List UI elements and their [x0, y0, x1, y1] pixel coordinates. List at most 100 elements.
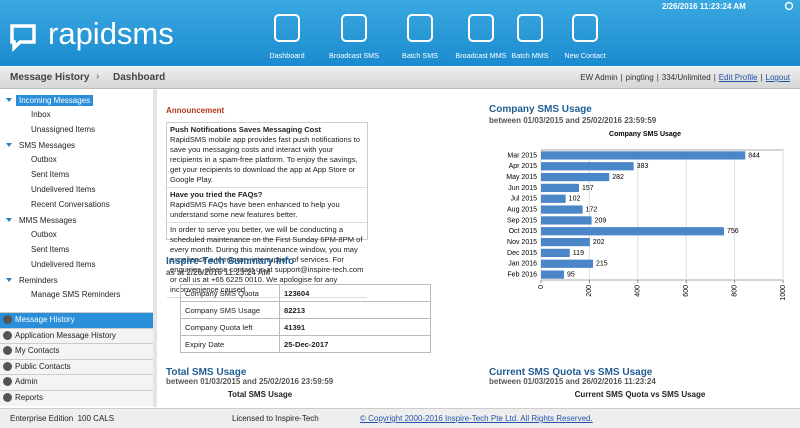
x-tick-label: 1000 — [780, 285, 787, 301]
tree-leaf[interactable]: Sent Items — [31, 170, 70, 179]
nav-item[interactable]: Batch SMS — [402, 51, 438, 60]
nav-item[interactable]: Broadcast MMS — [455, 51, 507, 60]
nav-icon[interactable] — [407, 14, 433, 42]
datetime: 2/26/2016 11:23:24 AM — [662, 2, 746, 11]
table-cell: 41391 — [279, 318, 431, 336]
x-tick-label: 600 — [683, 285, 690, 297]
panel-icon — [3, 392, 12, 402]
tree-node[interactable]: Incoming Messages — [16, 95, 94, 106]
announcement-item: Push Notifications Saves Messaging Cost R… — [167, 123, 367, 188]
table-row: Company Quota left 41391 — [180, 318, 431, 336]
nav-icon[interactable] — [517, 14, 543, 42]
nav-item[interactable]: Broadcast SMS — [329, 51, 379, 60]
tree-leaf[interactable]: Sent Items — [31, 245, 70, 254]
announcement-heading: Have you tried the FAQs? — [170, 190, 263, 199]
bar — [541, 227, 724, 236]
nav-item[interactable]: Dashboard — [269, 51, 305, 60]
panel-label[interactable]: Reports — [15, 392, 44, 402]
panel-header[interactable] — [0, 343, 153, 359]
license: Licensed to Inspire-Tech — [232, 414, 319, 423]
y-tick-label: Jul 2015 — [511, 196, 538, 203]
section-subtitle: between 01/03/2015 and 26/02/2016 11:23:… — [489, 377, 656, 386]
y-tick-label: Jun 2015 — [508, 185, 537, 192]
panel-header[interactable] — [0, 374, 153, 390]
table-cell: 25-Dec-2017 — [279, 335, 431, 353]
table-row: Expiry Date 25-Dec-2017 — [180, 335, 431, 353]
separator: | — [620, 73, 623, 82]
data-label: 844 — [748, 152, 760, 159]
chart-title: Company SMS Usage — [609, 131, 681, 138]
y-tick-label: May 2015 — [506, 174, 537, 181]
x-tick-label: 800 — [731, 285, 738, 297]
separator: › — [96, 71, 100, 82]
tree-node[interactable]: MMS Messages — [19, 216, 77, 225]
panel-header[interactable] — [0, 358, 153, 375]
data-label: 282 — [612, 174, 624, 181]
table-cell: 82213 — [279, 301, 431, 319]
tree-node[interactable]: SMS Messages — [19, 141, 76, 150]
link[interactable]: Edit Profile — [718, 73, 758, 82]
tree-toggle — [6, 218, 12, 222]
bar — [541, 183, 579, 193]
nav-item[interactable]: New Contact — [564, 51, 606, 60]
bar — [541, 270, 564, 279]
bar — [541, 259, 594, 268]
summary-table: Company SMS Quota 123604 Company SMS Usage… — [180, 284, 431, 353]
tree-leaf[interactable]: Undelivered Items — [31, 260, 96, 269]
data-label: 215 — [596, 261, 608, 268]
tree-leaf[interactable]: Recent Conversations — [31, 200, 110, 209]
logo: rapidsms — [48, 16, 174, 51]
announcement-item: Have you tried the FAQs? RapidSMS FAQs ha… — [167, 188, 367, 223]
nav-icon[interactable] — [468, 14, 494, 42]
panel-label[interactable]: Public Contacts — [15, 361, 71, 371]
tree-toggle — [6, 278, 12, 282]
tree-leaf[interactable]: Manage SMS Reminders — [31, 290, 121, 299]
usage-subtitle: between 01/03/2015 and 25/02/2016 23:59:… — [489, 116, 657, 125]
nav-item[interactable]: Batch MMS — [511, 51, 549, 60]
tree-leaf[interactable]: Inbox — [31, 110, 51, 119]
y-tick-label: Mar 2015 — [507, 152, 537, 159]
separator: | — [713, 73, 716, 82]
panel-icon — [3, 346, 12, 355]
y-tick-label: Aug 2015 — [507, 206, 537, 213]
copyright[interactable]: © Copyright 2000-2016 Inspire-Tech Pte L… — [360, 414, 593, 423]
tree-leaf[interactable]: Outbox — [31, 155, 57, 164]
usage-title: Company SMS Usage — [489, 104, 592, 115]
panel-header[interactable] — [0, 327, 153, 344]
tree-leaf[interactable]: Unassigned Items — [31, 125, 96, 134]
section-subtitle: between 01/03/2015 and 25/02/2016 23:59:… — [166, 377, 334, 386]
summary-subtitle: as at 2/26/2016 11:23:24 AM — [166, 268, 271, 277]
tree-leaf[interactable]: Undelivered Items — [31, 185, 96, 194]
panel-label[interactable]: Application Message History — [15, 330, 116, 340]
separator: | — [656, 73, 659, 82]
edition: Enterprise Edition 100 CALS — [10, 414, 115, 423]
nav-icon[interactable] — [572, 14, 598, 42]
section-title: Total SMS Usage — [166, 367, 247, 378]
bar — [541, 205, 583, 214]
user-field: pingting — [625, 73, 654, 82]
refresh-icon[interactable] — [784, 1, 794, 11]
breadcrumb[interactable]: Message History — [10, 72, 90, 83]
tree-toggle — [6, 98, 12, 102]
link[interactable]: Logout — [765, 73, 790, 82]
table-cell: 123604 — [279, 284, 431, 302]
splitter[interactable] — [153, 89, 157, 407]
y-tick-label: Nov 2015 — [507, 239, 537, 246]
panel-label[interactable]: Message History — [15, 315, 75, 324]
bar-chart: Company SMS Usage 0 200 400 600 800 1000 Mar 2… — [506, 131, 787, 301]
tree-leaf[interactable]: Outbox — [31, 230, 57, 239]
x-tick-label: 0 — [538, 285, 545, 289]
panel-header[interactable] — [0, 389, 153, 406]
nav-icon[interactable] — [274, 14, 300, 42]
bar — [541, 162, 634, 171]
table-cell: Company SMS Usage — [180, 301, 280, 319]
panel-label[interactable]: My Contacts — [15, 346, 60, 355]
chart-title: Total SMS Usage — [227, 390, 293, 399]
panel-header[interactable] — [0, 312, 153, 328]
table-cell: Expiry Date — [180, 335, 280, 353]
tree-node[interactable]: Reminders — [19, 276, 58, 285]
panel-label[interactable]: Admin — [15, 377, 38, 386]
nav-icon[interactable] — [341, 14, 367, 42]
data-label: 102 — [569, 196, 581, 203]
